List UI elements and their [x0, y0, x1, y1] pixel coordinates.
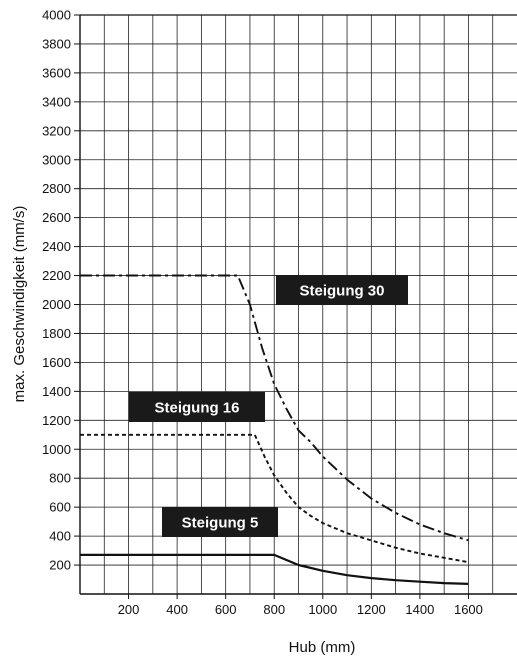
y-tick-label: 3600	[42, 65, 71, 80]
x-tick-label: 1000	[308, 602, 337, 617]
series-lines	[80, 274, 469, 585]
y-tick-label: 4000	[42, 8, 71, 23]
y-tick-label: 3400	[42, 94, 71, 109]
series-label-2: Steigung 16	[129, 392, 265, 422]
y-tick-label: 800	[49, 471, 71, 486]
y-tick-label: 1800	[42, 326, 71, 341]
series-line-2	[80, 433, 469, 564]
series-label-text: Steigung 30	[299, 283, 384, 300]
x-tick-label: 1400	[405, 602, 434, 617]
series-line-1	[80, 274, 469, 542]
series-label-1: Steigung 30	[276, 275, 408, 305]
x-tick-label: 1200	[357, 602, 386, 617]
y-tick-label: 2400	[42, 239, 71, 254]
y-tick-label: 3800	[42, 36, 71, 51]
series-label-box	[162, 507, 278, 537]
y-tick-label: 1400	[42, 384, 71, 399]
y-tick-label: 3200	[42, 123, 71, 138]
y-tick-label: 200	[49, 558, 71, 573]
series-labels: Steigung 30 Steigung 16 Steigung 5	[129, 275, 408, 537]
grid	[74, 14, 517, 599]
y-tick-labels: 200 400 600 800 1000 1200 1400 1600 1800 2000 2200…	[42, 8, 71, 573]
x-tick-label: 400	[166, 602, 188, 617]
y-tick-label: 400	[49, 529, 71, 544]
x-tick-label: 600	[215, 602, 237, 617]
x-tick-labels: 200 400 600 800 1000 1200 1400 1600	[118, 602, 483, 617]
x-axis-title: Hub (mm)	[289, 639, 356, 656]
x-tick-label: 1600	[454, 602, 483, 617]
y-tick-label: 600	[49, 500, 71, 515]
y-tick-label: 1200	[42, 413, 71, 428]
y-tick-label: 2200	[42, 268, 71, 283]
y-tick-label: 1000	[42, 442, 71, 457]
y-tick-label: 1600	[42, 355, 71, 370]
series-label-box	[276, 275, 408, 305]
series-label-text: Steigung 16	[154, 400, 239, 417]
y-axis-title: max. Geschwindigkeit (mm/s)	[11, 206, 28, 403]
x-tick-label: 800	[263, 602, 285, 617]
y-tick-label: 2600	[42, 210, 71, 225]
series-label-text: Steigung 5	[182, 515, 259, 532]
series-line-3	[80, 553, 469, 585]
y-tick-label: 3000	[42, 152, 71, 167]
series-label-3: Steigung 5	[162, 507, 278, 537]
x-tick-label: 200	[118, 602, 140, 617]
y-tick-label: 2800	[42, 181, 71, 196]
y-tick-label: 2000	[42, 297, 71, 312]
series-label-box	[129, 392, 265, 422]
